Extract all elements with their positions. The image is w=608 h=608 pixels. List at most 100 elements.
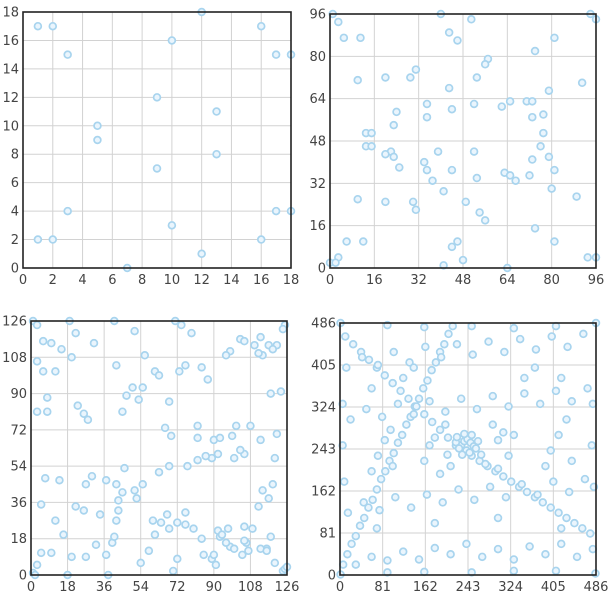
data-point: [175, 367, 184, 376]
y-tick-label: 108: [2, 351, 27, 366]
data-point: [240, 336, 249, 346]
y-tick-label: 0: [11, 262, 19, 277]
data-point: [386, 425, 395, 435]
data-point: [544, 86, 554, 95]
data-point: [339, 477, 349, 486]
y-tick-label: 486: [311, 317, 336, 332]
data-point: [435, 425, 445, 435]
y-tick-label: 90: [10, 387, 27, 402]
data-point: [215, 433, 225, 443]
data-point: [389, 347, 398, 357]
data-point: [248, 524, 257, 533]
data-point: [497, 102, 507, 111]
data-point: [197, 363, 206, 372]
y-tick-label: 324: [311, 401, 336, 416]
x-tick-label: 4: [78, 273, 86, 288]
data-point: [373, 360, 383, 370]
data-point: [380, 371, 390, 380]
data-point: [541, 550, 550, 559]
data-point: [551, 566, 561, 576]
data-point: [240, 536, 249, 545]
data-point: [422, 99, 432, 109]
data-point: [271, 206, 281, 216]
data-point: [488, 420, 498, 429]
data-point: [505, 97, 515, 106]
scatter-panel-4: 0 81 162 243 324 405 486 0 81 162 243 324 405 486: [311, 317, 608, 596]
data-point: [254, 349, 263, 358]
data-point: [511, 176, 520, 185]
data-point: [453, 237, 462, 246]
data-point: [229, 453, 239, 463]
data-point: [364, 503, 373, 512]
data-point: [422, 490, 432, 499]
data-point: [87, 471, 97, 481]
data-point: [427, 365, 436, 375]
data-point: [520, 373, 529, 383]
data-point: [509, 430, 519, 440]
data-point: [57, 344, 66, 354]
data-point: [550, 165, 559, 175]
data-point: [391, 492, 400, 502]
data-point: [528, 155, 537, 164]
data-point: [579, 329, 588, 339]
data-point: [32, 560, 42, 570]
data-point: [47, 338, 56, 348]
data-point: [556, 373, 566, 383]
x-tick-label: 14: [223, 273, 240, 288]
data-point: [522, 487, 532, 497]
data-point: [270, 558, 280, 568]
data-point: [443, 450, 452, 459]
y-tick-label: 0: [19, 569, 27, 584]
data-point: [381, 73, 390, 82]
data-point: [398, 547, 408, 556]
data-point: [110, 532, 119, 541]
data-point: [563, 342, 572, 352]
x-tick-label: 64: [499, 273, 516, 288]
data-point: [152, 93, 162, 102]
data-point: [480, 216, 490, 225]
data-point: [383, 568, 392, 577]
data-point: [154, 371, 164, 380]
x-tick-label: 16: [253, 273, 270, 288]
data-point: [193, 433, 202, 443]
data-point: [528, 97, 537, 106]
data-point: [167, 221, 177, 230]
data-point: [114, 496, 123, 505]
data-point: [500, 347, 509, 357]
data-point: [554, 430, 563, 440]
data-point: [504, 451, 513, 460]
data-point: [422, 112, 432, 122]
data-point: [240, 522, 249, 531]
data-point: [381, 467, 390, 476]
data-point: [444, 28, 454, 37]
data-point: [364, 355, 374, 365]
data-point: [471, 444, 481, 453]
data-point: [423, 376, 432, 385]
data-point: [373, 451, 383, 460]
data-point: [164, 397, 174, 406]
data-point: [359, 513, 369, 523]
y-tick-label: 80: [309, 50, 326, 65]
data-point: [38, 336, 48, 346]
data-point: [67, 552, 76, 562]
data-point: [462, 539, 471, 549]
data-point: [367, 384, 376, 393]
data-point: [181, 361, 190, 370]
data-point: [93, 135, 102, 145]
data-point: [114, 506, 123, 515]
data-point: [334, 17, 343, 27]
data-point: [201, 451, 210, 461]
y-tick-label: 126: [2, 315, 27, 330]
data-point: [167, 36, 177, 45]
data-point: [567, 397, 577, 406]
data-point: [173, 518, 182, 527]
data-point: [447, 104, 457, 114]
data-point: [420, 410, 429, 419]
data-point: [197, 534, 206, 543]
data-point: [578, 524, 587, 533]
data-point: [418, 384, 428, 393]
data-point: [533, 490, 542, 499]
data-point: [197, 249, 206, 259]
data-point: [258, 486, 267, 495]
data-point: [166, 431, 176, 441]
